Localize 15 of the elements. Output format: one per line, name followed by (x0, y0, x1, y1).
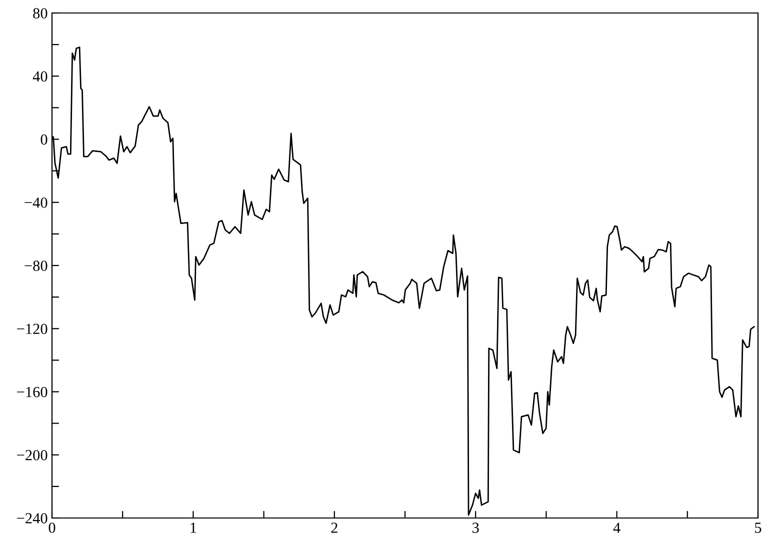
y-tick-label: 0 (40, 134, 48, 145)
y-tick-label: −80 (24, 260, 48, 271)
y-tick-label: −240 (17, 513, 48, 524)
x-tick-label: 3 (472, 522, 479, 533)
y-tick-label: −40 (24, 198, 48, 208)
y-tick-label: −160 (17, 386, 48, 398)
x-tick-label: 2 (331, 522, 338, 533)
y-tick-label: −120 (17, 324, 48, 334)
y-tick-label: 80 (33, 8, 48, 18)
x-tick-label: 1 (190, 522, 196, 533)
y-tick-label: −200 (17, 450, 48, 460)
x-tick-label: 5 (755, 522, 762, 533)
x-tick-label: 4 (613, 522, 620, 533)
x-tick-label: 0 (48, 522, 56, 533)
y-tick-label: 40 (32, 71, 48, 82)
